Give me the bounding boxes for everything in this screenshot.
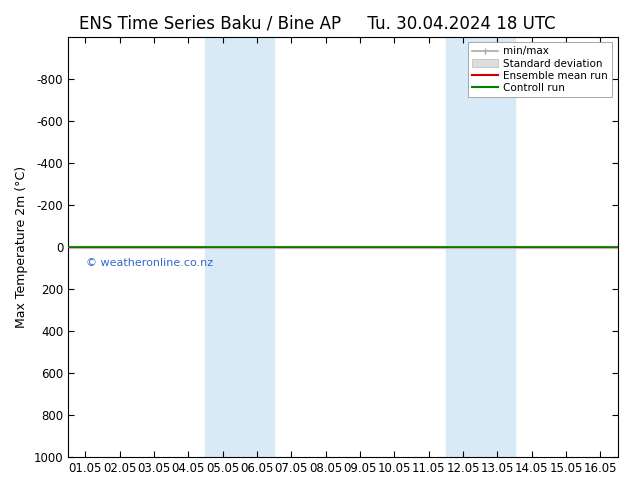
Bar — [205, 37, 274, 457]
Y-axis label: Max Temperature 2m (°C): Max Temperature 2m (°C) — [15, 166, 28, 328]
Legend: min/max, Standard deviation, Ensemble mean run, Controll run: min/max, Standard deviation, Ensemble me… — [468, 42, 612, 97]
Text: © weatheronline.co.nz: © weatheronline.co.nz — [86, 258, 212, 268]
Bar — [446, 37, 515, 457]
Text: ENS Time Series Baku / Bine AP     Tu. 30.04.2024 18 UTC: ENS Time Series Baku / Bine AP Tu. 30.04… — [79, 15, 555, 33]
